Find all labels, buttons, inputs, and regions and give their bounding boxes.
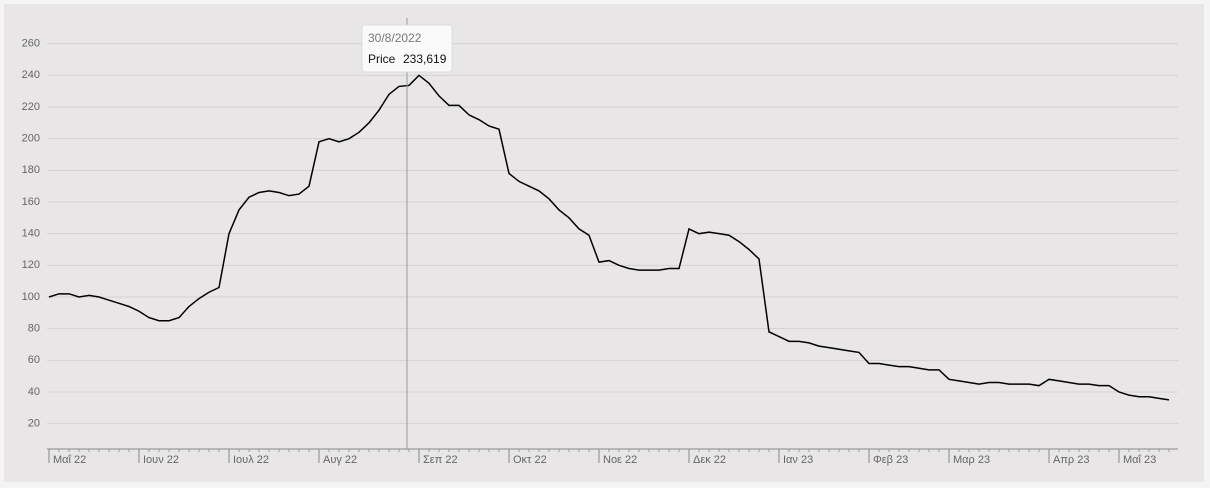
x-tick-label: Οκτ 22 xyxy=(513,454,547,466)
tooltip-series: Price xyxy=(368,52,396,66)
y-tick-label: 100 xyxy=(22,291,40,303)
x-tick-label: Ιαν 23 xyxy=(783,454,813,466)
y-tick-label: 180 xyxy=(22,164,40,176)
x-tick-label: Αυγ 22 xyxy=(323,454,357,466)
y-tick-label: 220 xyxy=(22,101,40,113)
x-tick-label: Μαΐ 23 xyxy=(1123,454,1156,466)
y-tick-label: 260 xyxy=(22,38,40,50)
chart-background xyxy=(4,4,1204,482)
y-tick-label: 240 xyxy=(22,69,40,81)
x-tick-label: Δεκ 22 xyxy=(693,454,726,466)
x-tick-label: Μαΐ 22 xyxy=(53,454,86,466)
tooltip-title: 30/8/2022 xyxy=(368,31,422,45)
price-line xyxy=(48,74,1170,401)
x-tick-label: Φεβ 23 xyxy=(873,454,908,466)
x-tick-label: Σεπ 22 xyxy=(423,454,458,466)
y-tick-label: 80 xyxy=(28,323,40,335)
y-tick-label: 20 xyxy=(28,418,40,430)
x-tick-label: Απρ 23 xyxy=(1053,454,1089,466)
x-tick-label: Νοε 22 xyxy=(603,454,637,466)
y-tick-label: 40 xyxy=(28,386,40,398)
y-tick-label: 200 xyxy=(22,133,40,145)
tooltip-value: 233,619 xyxy=(403,52,447,66)
x-tick-label: Μαρ 23 xyxy=(953,454,990,466)
x-tick-label: Ιουν 22 xyxy=(143,454,179,466)
tooltip-box xyxy=(361,24,453,73)
y-tick-label: 140 xyxy=(22,228,40,240)
y-tick-label: 120 xyxy=(22,259,40,271)
x-tick-label: Ιουλ 22 xyxy=(233,454,269,466)
y-tick-label: 160 xyxy=(22,196,40,208)
y-tick-label: 60 xyxy=(28,354,40,366)
